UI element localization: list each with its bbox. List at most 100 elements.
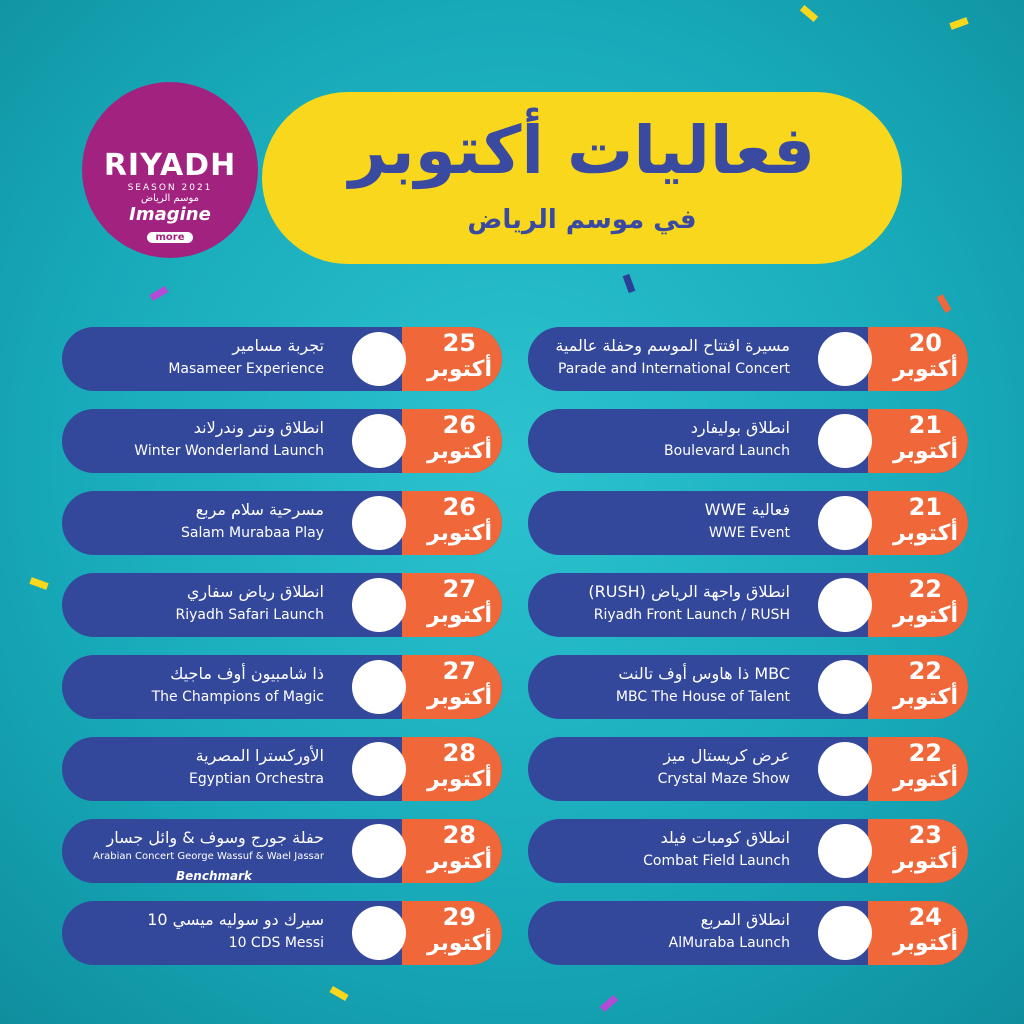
event-month: أكتوبر xyxy=(426,849,492,874)
event-row: 28 أكتوبر الأوركسترا المصرية Egyptian Orche… xyxy=(62,737,502,801)
confetti xyxy=(599,995,619,1012)
event-month: أكتوبر xyxy=(426,357,492,382)
event-row: 22 أكتوبر MBC ذا هاوس أوف تالنت MBC The Hou… xyxy=(528,655,968,719)
event-logo xyxy=(818,824,872,878)
event-title-en: AlMuraba Launch xyxy=(668,935,790,951)
event-title-ar: ذا شامبيون أوف ماجيك xyxy=(170,664,324,683)
event-title-ar: تجربة مسامير xyxy=(232,336,324,355)
event-row: 27 أكتوبر انطلاق رياض سفاري Riyadh Safari L… xyxy=(62,573,502,637)
event-row: 22 أكتوبر انطلاق واجهة الرياض (RUSH) Riyadh… xyxy=(528,573,968,637)
event-row: 28 أكتوبر حفلة جورج وسوف & وائل جسار Arabia… xyxy=(62,819,502,883)
event-title-en: Combat Field Launch xyxy=(643,853,790,869)
date-block: 24 أكتوبر xyxy=(868,901,968,965)
logo-season: SEASON 2021 xyxy=(127,183,213,193)
event-title-en: Parade and International Concert xyxy=(557,361,790,377)
event-logo xyxy=(818,496,872,550)
date-block: 22 أكتوبر xyxy=(868,737,968,801)
logo-name: RIYADH xyxy=(103,148,237,183)
logo: RIYADH SEASON 2021 موسم الرياض Imagine m… xyxy=(82,82,258,258)
date-block: 25 أكتوبر xyxy=(402,327,502,391)
event-day: 22 xyxy=(908,575,942,603)
event-day: 24 xyxy=(908,903,942,931)
confetti xyxy=(329,985,349,1002)
confetti xyxy=(936,293,952,314)
title: فعاليات أكتوبر xyxy=(348,112,816,189)
event-row: 23 أكتوبر انطلاق كومبات فيلد Combat Field L… xyxy=(528,819,968,883)
event-title-ar: الأوركسترا المصرية xyxy=(195,746,324,765)
event-month: أكتوبر xyxy=(426,603,492,628)
event-month: أكتوبر xyxy=(426,685,492,710)
date-block: 26 أكتوبر xyxy=(402,409,502,473)
date-block: 28 أكتوبر xyxy=(402,819,502,883)
event-row: 27 أكتوبر ذا شامبيون أوف ماجيك The Champion… xyxy=(62,655,502,719)
logo-more: more xyxy=(147,232,193,243)
event-month: أكتوبر xyxy=(892,767,958,792)
confetti xyxy=(149,285,169,302)
event-month: أكتوبر xyxy=(426,931,492,956)
event-day: 22 xyxy=(908,657,942,685)
event-logo xyxy=(352,496,406,550)
event-month: أكتوبر xyxy=(426,767,492,792)
event-month: أكتوبر xyxy=(892,439,958,464)
event-day: 26 xyxy=(442,493,476,521)
date-block: 22 أكتوبر xyxy=(868,655,968,719)
event-logo xyxy=(352,742,406,796)
event-title-en: 10 CDS Messi xyxy=(228,935,324,951)
event-day: 20 xyxy=(908,329,942,357)
event-title-ar: مسيرة افتتاح الموسم وحفلة عالمية xyxy=(555,336,790,355)
event-logo xyxy=(352,824,406,878)
date-block: 28 أكتوبر xyxy=(402,737,502,801)
event-logo xyxy=(818,660,872,714)
event-title-en: Boulevard Launch xyxy=(664,443,790,459)
event-logo xyxy=(818,414,872,468)
date-block: 27 أكتوبر xyxy=(402,655,502,719)
event-row: 29 أكتوبر سيرك دو سوليه ميسي 10 10 CDS Mess… xyxy=(62,901,502,965)
logo-tagline: Imagine xyxy=(129,204,211,225)
date-block: 23 أكتوبر xyxy=(868,819,968,883)
event-logo xyxy=(818,906,872,960)
event-logo xyxy=(352,660,406,714)
event-title-en: The Champions of Magic xyxy=(151,689,324,705)
event-row: 24 أكتوبر انطلاق المربع AlMuraba Launch xyxy=(528,901,968,965)
event-day: 25 xyxy=(442,329,476,357)
confetti xyxy=(949,17,969,30)
event-title-en: WWE Event xyxy=(708,525,790,541)
event-logo xyxy=(352,906,406,960)
event-row: 26 أكتوبر انطلاق ونتر وندرلاند Winter Wonde… xyxy=(62,409,502,473)
event-title-ar: سيرك دو سوليه ميسي 10 xyxy=(147,910,324,929)
event-month: أكتوبر xyxy=(892,521,958,546)
event-month: أكتوبر xyxy=(426,521,492,546)
event-title-ar: فعالية WWE xyxy=(704,500,790,519)
event-day: 21 xyxy=(908,411,942,439)
event-title-ar: عرض كريستال ميز xyxy=(663,746,790,765)
date-block: 26 أكتوبر xyxy=(402,491,502,555)
event-row: 21 أكتوبر انطلاق بوليفارد Boulevard Launch xyxy=(528,409,968,473)
event-row: 22 أكتوبر عرض كريستال ميز Crystal Maze Show xyxy=(528,737,968,801)
event-month: أكتوبر xyxy=(892,685,958,710)
confetti xyxy=(799,5,819,22)
event-day: 27 xyxy=(442,657,476,685)
subtitle: في موسم الرياض xyxy=(467,205,697,235)
event-day: 28 xyxy=(442,821,476,849)
event-title-en: Crystal Maze Show xyxy=(657,771,790,787)
date-block: 20 أكتوبر xyxy=(868,327,968,391)
sponsor: Benchmark xyxy=(176,869,252,883)
event-logo xyxy=(352,332,406,386)
date-block: 21 أكتوبر xyxy=(868,409,968,473)
event-day: 23 xyxy=(908,821,942,849)
event-title-en: Egyptian Orchestra xyxy=(189,771,324,787)
event-month: أكتوبر xyxy=(892,931,958,956)
event-day: 21 xyxy=(908,493,942,521)
event-month: أكتوبر xyxy=(892,849,958,874)
event-title-ar: انطلاق رياض سفاري xyxy=(186,582,324,601)
logo-arabic: موسم الرياض xyxy=(141,193,199,204)
event-row: 26 أكتوبر مسرحية سلام مربع Salam Murabaa Pl… xyxy=(62,491,502,555)
event-title-ar: انطلاق واجهة الرياض (RUSH) xyxy=(588,582,790,601)
event-title-en: Arabian Concert George Wassuf & Wael Jas… xyxy=(93,851,324,862)
event-month: أكتوبر xyxy=(892,357,958,382)
date-block: 21 أكتوبر xyxy=(868,491,968,555)
title-banner xyxy=(262,92,902,264)
event-logo xyxy=(818,578,872,632)
event-day: 22 xyxy=(908,739,942,767)
event-day: 28 xyxy=(442,739,476,767)
